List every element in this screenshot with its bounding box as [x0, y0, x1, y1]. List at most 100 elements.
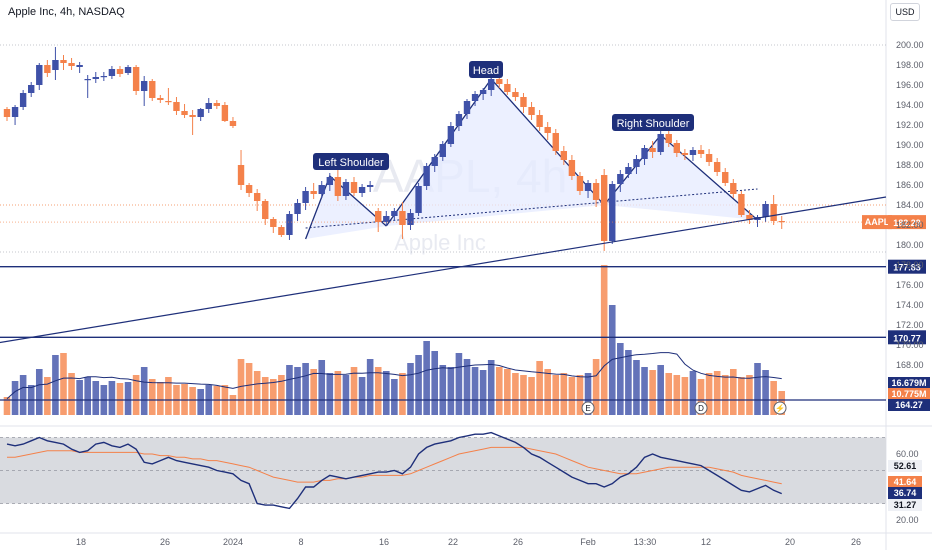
dividend-badge-icon: ⚡: [775, 403, 785, 413]
rsi-ma-line: [7, 446, 782, 485]
candle-body: [358, 187, 366, 193]
candle-body: [730, 183, 737, 194]
volume-tag-text: 10.775M: [891, 389, 926, 399]
volume-bar: [19, 375, 27, 415]
candle-body: [318, 185, 325, 194]
candle-body: [44, 65, 51, 73]
volume-pane: E D ⚡: [0, 265, 886, 415]
volume-bar: [479, 370, 487, 415]
volume-bar: [278, 375, 285, 415]
time-tick-label: 22: [448, 537, 458, 547]
candle-body: [189, 115, 196, 117]
volume-bar: [447, 367, 455, 415]
volume-bar: [592, 359, 600, 415]
price-tick-label: 180.00: [896, 240, 924, 250]
volume-bar: [92, 381, 100, 415]
candle-body: [19, 93, 27, 107]
volume-bar: [140, 367, 148, 415]
level-tag: [888, 259, 926, 274]
last-price-symbol-tag: [862, 215, 892, 230]
pattern-label-pill: [313, 153, 389, 170]
time-tick-label: 18: [76, 537, 86, 547]
volume-bar: [3, 397, 11, 415]
volume-bar: [697, 379, 705, 415]
volume-bar: [399, 373, 406, 415]
price-tick-label: 178.00: [896, 260, 924, 270]
volume-bar: [439, 365, 447, 415]
price-tick-label: 192.00: [896, 120, 924, 130]
support-trendline: [0, 196, 887, 344]
candle-body: [334, 177, 342, 196]
volume-bar: [342, 375, 350, 415]
candle-body: [471, 94, 479, 101]
time-tick-label: 26: [851, 537, 861, 547]
price-tick-label: 170.00: [896, 340, 924, 350]
candle-body: [576, 176, 584, 191]
volume-tag: [888, 377, 930, 389]
currency-button[interactable]: USD: [890, 3, 920, 21]
volume-bar: [189, 387, 196, 415]
volume-bar: [76, 380, 83, 415]
candle-body: [496, 79, 503, 84]
candle-body: [253, 193, 261, 201]
candle-body: [600, 175, 608, 241]
rsi-tick-label: 60.00: [896, 449, 919, 459]
candle-body: [28, 85, 35, 93]
volume-bar: [544, 369, 551, 415]
candle-body: [11, 107, 19, 117]
price-axis[interactable]: 200.00 198.00 196.00 194.00 192.00 190.00 188.…: [888, 40, 930, 411]
volume-bar: [286, 365, 293, 415]
volume-tag-text: 164.27: [895, 400, 923, 410]
volume-bar: [334, 371, 342, 415]
candle-body: [197, 109, 204, 117]
candle-body: [504, 84, 511, 92]
candle-body: [173, 102, 180, 111]
candle-body: [544, 127, 551, 133]
volume-bar: [665, 373, 673, 415]
horizontal-levels[interactable]: 177.83 170.77 AAPL 182.29: [0, 196, 926, 345]
candle-body: [657, 134, 664, 152]
pattern-label-pill: [469, 61, 503, 78]
candle-body: [609, 184, 616, 241]
price-tick-label: 196.00: [896, 80, 924, 90]
volume-bar: [124, 382, 132, 415]
volume-bar: [495, 367, 503, 415]
candle-body: [520, 97, 527, 107]
time-axis[interactable]: 18 26 2024 8 16 22 26 Feb 13:30 12 20 26: [0, 532, 932, 547]
candle-body: [286, 214, 293, 235]
candle-body: [36, 65, 43, 85]
volume-bar: [415, 355, 422, 415]
price-tick-label: 198.00: [896, 60, 924, 70]
time-tick-label: 20: [785, 537, 795, 547]
price-tick-label: 200.00: [896, 40, 924, 50]
watermark-name: Apple Inc: [394, 230, 486, 255]
volume-bar: [641, 367, 648, 415]
volume-bar: [576, 375, 584, 415]
volume-bar: [504, 369, 511, 415]
rsi-tick-label: 20.00: [896, 515, 919, 525]
candle-body: [447, 126, 455, 144]
volume-bar: [310, 369, 317, 415]
volume-bar: [358, 377, 366, 415]
volume-bar: [11, 381, 19, 415]
volume-bar: [391, 379, 398, 415]
candle-body: [302, 191, 309, 203]
volume-bar: [253, 371, 261, 415]
volume-tag: [888, 388, 930, 400]
candle-body: [245, 185, 253, 193]
volume-bar: [754, 363, 761, 415]
rsi-tag-text: 41.64: [894, 477, 917, 487]
volume-bar: [673, 375, 681, 415]
volume-bar: [520, 375, 527, 415]
candle-body: [221, 105, 229, 121]
candle-body: [350, 182, 358, 193]
volume-bar: [770, 381, 777, 415]
candle-body: [488, 79, 495, 90]
volume-bar: [132, 375, 140, 415]
level-tag: [888, 330, 926, 345]
volume-bar: [116, 383, 124, 415]
candle-body: [673, 143, 681, 153]
time-tick-label: 26: [513, 537, 523, 547]
volume-bar: [689, 371, 697, 415]
